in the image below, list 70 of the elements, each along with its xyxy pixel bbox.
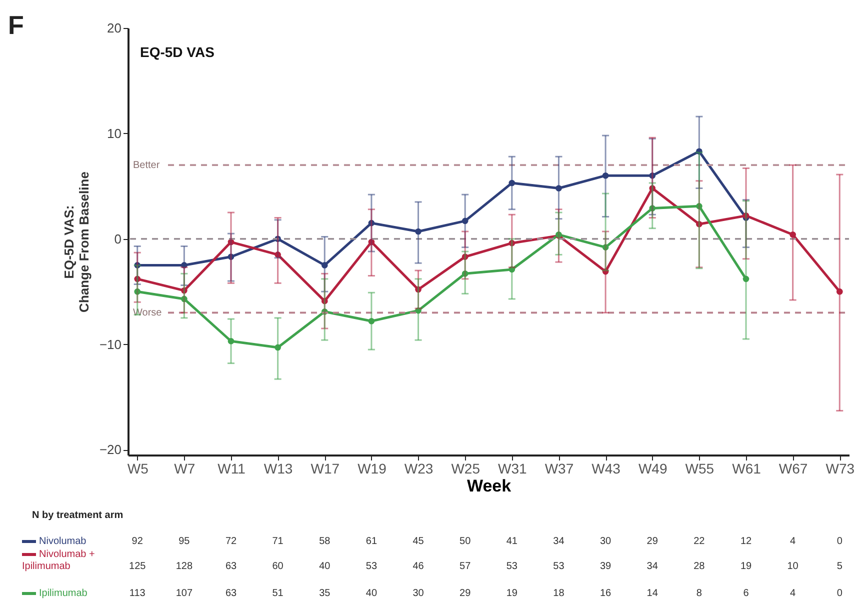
point [228, 254, 234, 260]
point [274, 344, 281, 351]
x-tick-label: W73 [826, 460, 855, 476]
point [508, 180, 516, 186]
text: 113 107 63 51 35 40 30 29 19 18 16 14 8 6 4 0 [129, 588, 842, 599]
point [602, 268, 609, 275]
x-tick-label: W19 [358, 460, 387, 476]
x-tick-label: W17 [310, 460, 340, 476]
point [508, 240, 516, 246]
point [368, 238, 375, 246]
y-tick-label: 20 [107, 20, 122, 36]
point [228, 338, 234, 344]
x-tick-label: W67 [778, 460, 808, 476]
point [181, 287, 188, 294]
x-tick-label: W37 [544, 460, 574, 476]
point [696, 203, 702, 210]
point [368, 220, 375, 226]
x-tick-label: W31 [498, 460, 528, 476]
legend-label: Nivolumab [38, 536, 88, 548]
point [134, 288, 141, 295]
text: 125 128 63 60 40 53 46 57 53 53 39 34 28 19 10 5 [129, 561, 842, 572]
point [415, 286, 422, 293]
point [556, 185, 562, 192]
point [602, 244, 609, 250]
x-tick-label: W7 [174, 460, 196, 476]
text: N by treatment arm [32, 510, 124, 521]
point [696, 220, 702, 228]
x-tick-label: W49 [638, 460, 668, 476]
text: EQ-5D VAS [140, 44, 214, 60]
point [181, 262, 188, 268]
point [181, 296, 188, 302]
point [415, 228, 422, 235]
x-tick-label: W55 [685, 460, 714, 476]
y-tick-label: −10 [99, 336, 122, 352]
x-tick-label: W13 [264, 460, 293, 476]
text: 92 95 72 71 58 61 45 50 41 34 30 29 22 12 4 0 [132, 536, 842, 547]
point [462, 254, 468, 260]
y-axis-title: EQ-5D VAS: Change From Baseline [61, 172, 92, 312]
x-axis-title: Week [466, 476, 512, 496]
x-tick-label: W11 [218, 460, 246, 476]
text: F [8, 10, 24, 41]
ref-line-label: Better [133, 160, 160, 172]
point [649, 205, 656, 212]
x-tick-label: W5 [127, 460, 149, 476]
point [274, 252, 281, 258]
point [649, 185, 656, 192]
point [321, 262, 328, 268]
legend-label: Nivolumab + Ipilimumab [22, 549, 96, 573]
point [649, 172, 656, 179]
point [790, 231, 796, 238]
x-tick-label: W43 [592, 460, 621, 476]
legend-label: Ipilimumab [38, 588, 88, 600]
point [415, 307, 422, 314]
y-tick-label: 10 [107, 126, 122, 141]
point [134, 276, 141, 282]
x-tick-label: W25 [451, 460, 480, 476]
point [696, 148, 702, 155]
y-tick-label: −20 [99, 442, 122, 458]
y-tick-label: 0 [114, 231, 122, 246]
point [134, 262, 141, 268]
point [462, 270, 468, 277]
point [321, 298, 328, 304]
point [462, 218, 468, 224]
x-tick-label: W23 [404, 460, 434, 476]
point [508, 266, 516, 273]
x-tick-label: W61 [732, 460, 762, 476]
point [836, 288, 843, 295]
point [602, 172, 609, 179]
point [368, 318, 375, 324]
point [742, 276, 750, 282]
